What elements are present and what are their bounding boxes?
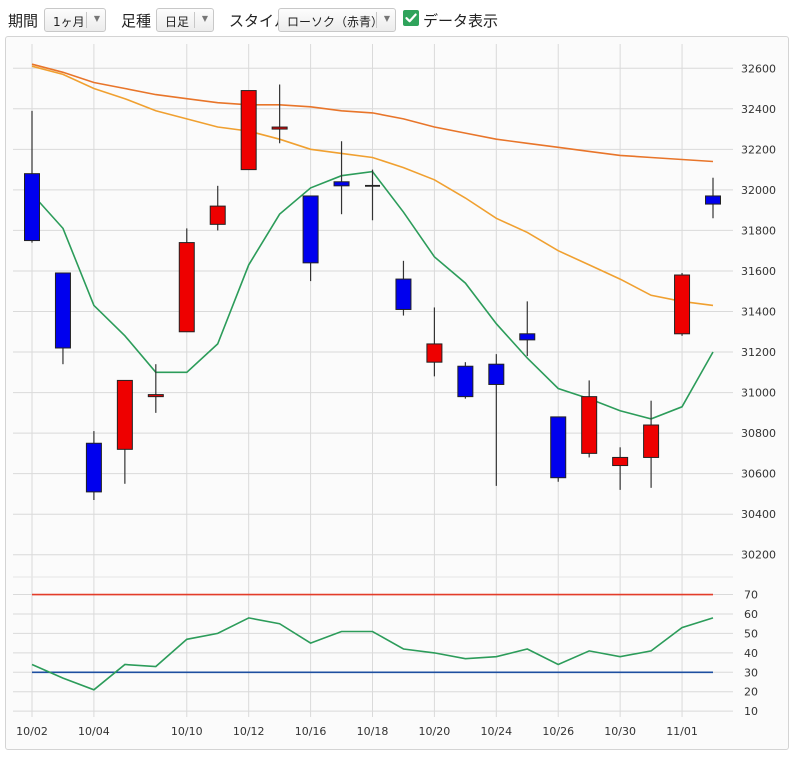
chevron-down-icon: ▼: [93, 14, 100, 23]
date-tick-label: 11/01: [666, 725, 698, 738]
date-tick-label: 10/16: [295, 725, 327, 738]
indicator-tick-label: 40: [744, 647, 758, 660]
chart-panel: 30200 30400 30600 30800 31000 31200 31400 31600…: [5, 36, 789, 750]
candle-body: [426, 343, 443, 363]
candle-type-select-value: 日足: [165, 15, 190, 29]
candle-body: [488, 363, 505, 385]
candle-type-select[interactable]: 日足 ▼: [156, 8, 214, 32]
candle-body: [85, 442, 102, 493]
date-tick-label: 10/24: [480, 725, 512, 738]
date-tick-label: 10/04: [78, 725, 110, 738]
candle-body: [674, 274, 691, 335]
moving-average-line: [31, 63, 714, 163]
stock-chart: 30200 30400 30600 30800 31000 31200 31400 31600…: [13, 44, 776, 738]
candle-body: [116, 379, 133, 450]
price-tick-label: 30600: [741, 468, 776, 481]
candle-body: [457, 365, 474, 398]
candle-body: [178, 242, 195, 333]
period-label: 期間: [8, 12, 39, 30]
period-select[interactable]: 1ヶ月 ▼: [44, 8, 106, 32]
series-layer: [31, 63, 714, 691]
candle-body: [54, 272, 71, 349]
candle-body: [643, 424, 660, 458]
price-tick-label: 31800: [741, 224, 776, 237]
date-tick-label: 10/26: [542, 725, 574, 738]
candle-body: [395, 278, 412, 310]
candle-body: [302, 195, 319, 264]
price-tick-label: 32400: [741, 103, 776, 116]
date-tick-label: 10/10: [171, 725, 203, 738]
candle-body: [333, 181, 350, 187]
price-tick-label: 30800: [741, 427, 776, 440]
date-tick-label: 10/12: [233, 725, 265, 738]
moving-average-line: [31, 65, 714, 307]
candle-body: [581, 396, 598, 454]
candles-layer: [24, 84, 721, 501]
candle-body: [705, 195, 721, 205]
indicator-tick-label: 70: [744, 589, 758, 602]
candle-body: [550, 416, 567, 479]
candle-body: [209, 205, 226, 225]
checkmark-icon: [405, 13, 417, 23]
price-tick-label: 31600: [741, 265, 776, 278]
price-tick-label: 31200: [741, 346, 776, 359]
labels-layer: 30200 30400 30600 30800 31000 31200 31400 31600…: [16, 62, 776, 738]
date-tick-label: 10/30: [604, 725, 636, 738]
style-label: スタイル: [229, 12, 290, 30]
candle-body: [271, 126, 288, 130]
price-tick-label: 32200: [741, 143, 776, 156]
toolbar: 期間 1ヶ月 ▼ 足種 日足 ▼ スタイル ローソク（赤青） ▼ データ表示: [0, 0, 800, 40]
style-select[interactable]: ローソク（赤青） ▼: [278, 8, 396, 32]
date-tick-label: 10/20: [419, 725, 451, 738]
candle-body: [24, 173, 40, 242]
indicator-tick-label: 50: [744, 627, 758, 640]
price-tick-label: 30400: [741, 508, 776, 521]
chevron-down-icon: ▼: [383, 14, 390, 23]
price-tick-label: 32000: [741, 184, 776, 197]
select-divider: [376, 12, 377, 28]
candle-body: [519, 333, 536, 341]
indicator-tick-label: 60: [744, 608, 758, 621]
period-select-value: 1ヶ月: [53, 15, 85, 29]
price-tick-label: 32600: [741, 62, 776, 75]
select-divider: [194, 12, 195, 28]
chevron-down-icon: ▼: [201, 14, 208, 23]
candle-type-label: 足種: [121, 12, 152, 30]
show-data-checkbox[interactable]: [403, 10, 419, 26]
select-divider: [86, 12, 87, 28]
candle-body: [240, 90, 257, 171]
indicator-tick-label: 20: [744, 686, 758, 699]
indicator-tick-label: 10: [744, 705, 758, 718]
candle-body: [147, 394, 164, 398]
price-tick-label: 31000: [741, 387, 776, 400]
style-select-value: ローソク（赤青）: [287, 15, 384, 29]
date-tick-label: 10/02: [16, 725, 48, 738]
show-data-label: データ表示: [423, 12, 499, 30]
indicator-tick-label: 30: [744, 666, 758, 679]
indicator-line: [31, 617, 714, 691]
candle-body: [612, 456, 629, 467]
price-tick-label: 30200: [741, 549, 776, 562]
price-tick-label: 31400: [741, 306, 776, 319]
date-tick-label: 10/18: [357, 725, 389, 738]
